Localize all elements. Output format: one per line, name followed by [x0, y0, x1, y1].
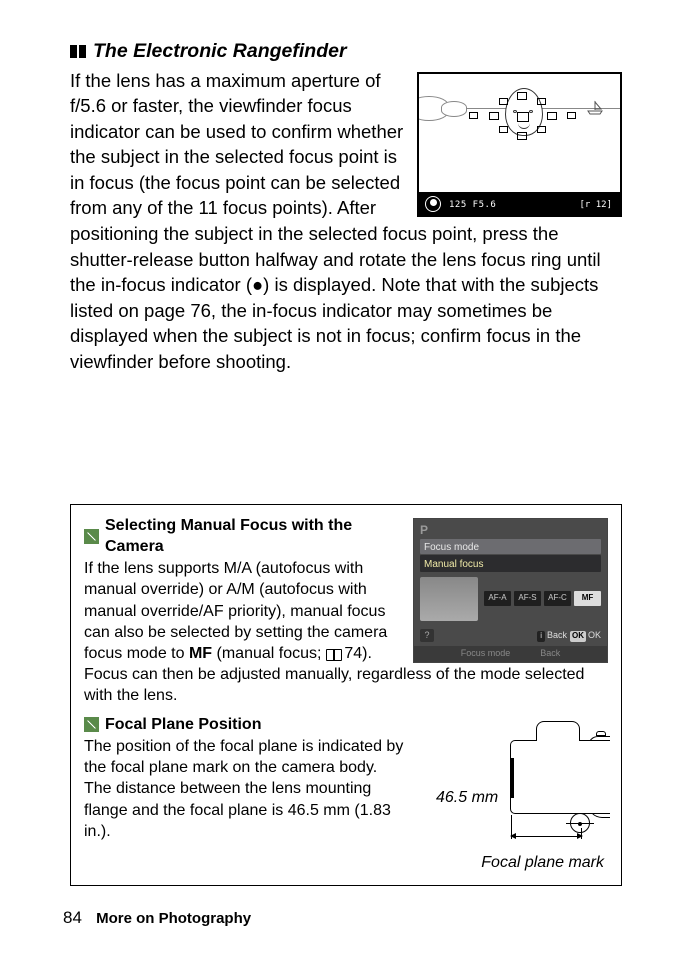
info-section-manual-focus: P Focus mode Manual focus AF-A AF-S AF-C…: [84, 515, 608, 706]
lcd-help-icon: ?: [420, 629, 434, 642]
lcd-screenshot: P Focus mode Manual focus AF-A AF-S AF-C…: [413, 518, 608, 663]
lcd-back-label: iBack: [537, 630, 567, 642]
lcd-mode-afc: AF-C: [544, 591, 571, 606]
lcd-ghost-bar: Focus modeBack: [414, 646, 607, 662]
section-header: The Electronic Rangefinder: [70, 38, 622, 65]
lcd-row-focus-mode: Focus mode: [424, 541, 479, 554]
note-icon: [84, 529, 99, 544]
lcd-row-manual-focus: Manual focus: [424, 558, 483, 571]
info-box: P Focus mode Manual focus AF-A AF-S AF-C…: [70, 504, 622, 886]
page-number: 84: [63, 908, 82, 927]
note-icon: [84, 717, 99, 732]
lcd-mode-mf: MF: [574, 591, 601, 606]
lcd-mode-afs: AF-S: [514, 591, 541, 606]
viewfinder-readout-right: [r 12]: [579, 199, 612, 211]
info-title-focal-plane: Focal Plane Position: [105, 714, 261, 735]
info-title-manual-focus: Selecting Manual Focus with the Camera: [105, 515, 405, 557]
lcd-mode-p: P: [420, 523, 428, 539]
main-block: 125 F5.6 [r 12] If the lens has a maximu…: [70, 68, 622, 374]
viewfinder-illustration: 125 F5.6 [r 12]: [417, 72, 622, 217]
lcd-ok-label: OKOK: [570, 630, 601, 642]
lcd-af-modes: AF-A AF-S AF-C MF: [484, 591, 601, 606]
page-footer: 84 More on Photography: [63, 906, 251, 930]
viewfinder-readout-left: 125 F5.6: [449, 199, 496, 211]
header-bars-icon: [70, 45, 86, 58]
info-section-focal-plane: 46.5 mm Focal plane mark Focal Plane Pos…: [84, 714, 608, 873]
chapter-title: More on Photography: [96, 910, 251, 927]
lcd-mode-afa: AF-A: [484, 591, 511, 606]
book-icon: [326, 649, 340, 659]
focal-plane-caption: Focal plane mark: [418, 852, 608, 873]
section-title: The Electronic Rangefinder: [93, 38, 347, 65]
sailboat-icon: [586, 99, 604, 115]
dimension-label: 46.5 mm: [436, 787, 498, 808]
camera-diagram: 46.5 mm: [418, 718, 608, 848]
